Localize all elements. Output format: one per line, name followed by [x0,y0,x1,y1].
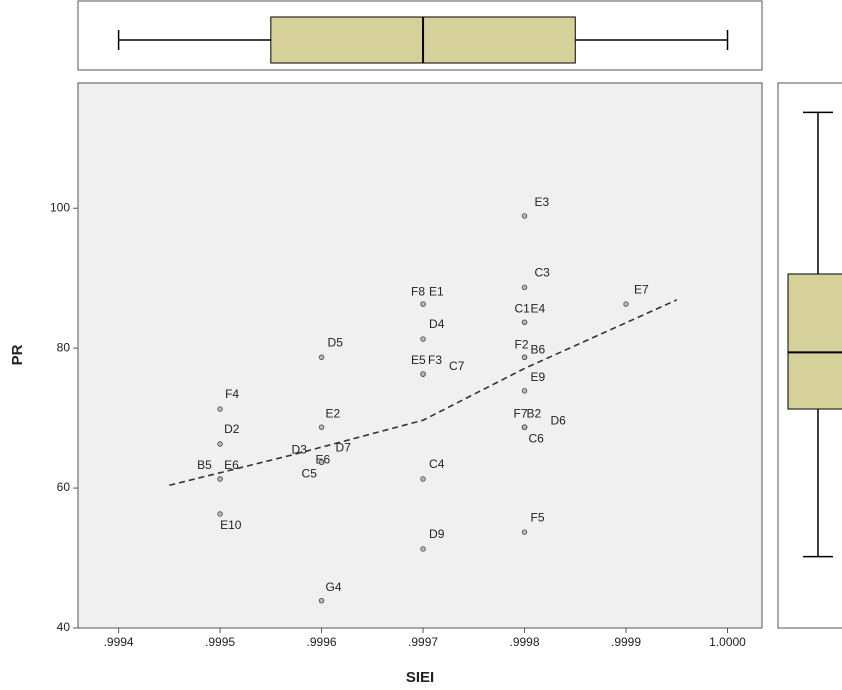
point-label: D9 [429,527,445,541]
data-point [521,529,528,535]
point-label: G4 [326,580,342,594]
data-point [521,424,528,430]
data-point [318,424,325,430]
x-tick-label: .9995 [205,635,235,649]
data-point [318,354,325,360]
point-label: B5 [197,458,212,472]
x-tick-label: .9996 [307,635,337,649]
data-point [521,388,528,394]
data-point [420,546,426,552]
data-point [318,459,325,465]
point-label: D7 [336,440,352,454]
point-label: F4 [225,387,239,401]
point-label: E2 [326,406,341,420]
y-tick-label: 40 [57,620,71,634]
point-label: F8 [411,284,425,298]
y-tick-label: 60 [57,480,71,494]
data-point [217,406,223,412]
data-point [217,511,223,517]
data-point [521,354,528,360]
point-label: E1 [429,284,444,298]
data-point [420,336,426,342]
point-label: E10 [220,518,242,532]
point-label: F5 [531,510,545,524]
data-point [623,301,629,307]
x-axis-title: SIEI [406,669,434,686]
point-label: F3 [428,353,442,367]
data-point [521,319,528,325]
data-point [420,371,426,377]
point-label: C5 [302,466,318,480]
point-label: D3 [292,442,308,456]
point-label: C4 [429,457,445,471]
point-label: D5 [328,335,344,349]
point-label: E6 [224,458,239,472]
data-point [318,598,325,604]
data-point [217,476,223,482]
data-point [217,441,223,447]
x-tick-label: 1.0000 [709,635,746,649]
x-tick-label: .9999 [611,635,641,649]
box [787,273,842,410]
point-label: D6 [551,413,567,427]
data-point [521,213,528,219]
y-axis-title: PR [9,344,26,365]
data-point [420,301,426,307]
point-label: E5 [411,353,426,367]
point-label: E3 [535,195,550,209]
point-label: C1 [515,301,531,315]
point-label: C6 [529,431,545,445]
data-point [521,284,528,290]
x-tick-label: .9997 [408,635,438,649]
point-label: E9 [531,370,546,384]
point-label: D4 [429,317,445,331]
y-tick-label: 80 [57,340,71,354]
data-point [420,476,426,482]
point-label: F2 [515,337,529,351]
x-tick-label: .9994 [104,635,134,649]
point-label: E4 [531,301,546,315]
fit-line [169,299,678,487]
plot-area [77,82,763,629]
point-label: D2 [224,422,240,436]
y-tick-label: 100 [50,200,70,214]
point-label: F7 [514,406,528,420]
point-label: B2 [527,406,542,420]
point-label: E7 [634,282,649,296]
x-tick-label: .9998 [510,635,540,649]
point-label: C7 [449,359,465,373]
point-label: B6 [531,342,546,356]
point-label: C3 [535,265,551,279]
